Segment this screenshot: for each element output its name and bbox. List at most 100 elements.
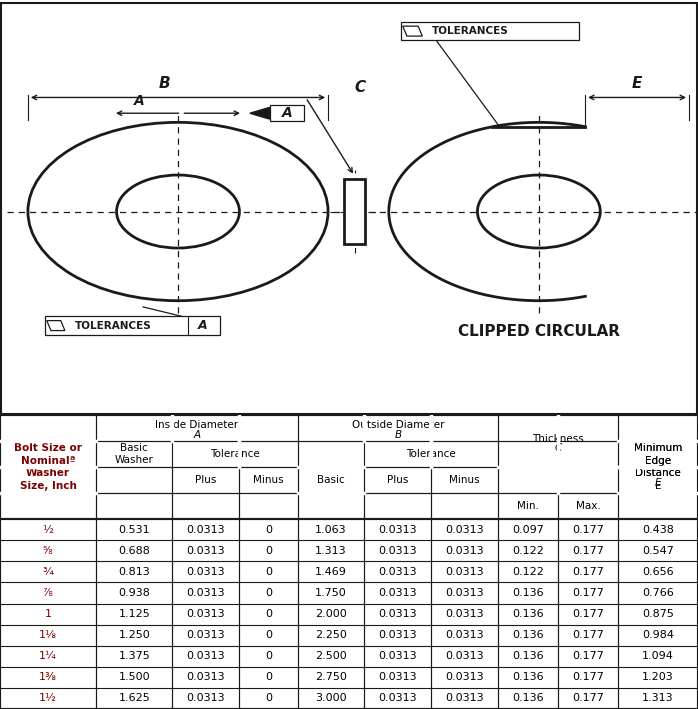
Text: B: B xyxy=(394,430,401,440)
Text: 0.0313: 0.0313 xyxy=(378,525,417,535)
Text: 1.313: 1.313 xyxy=(315,546,347,556)
FancyBboxPatch shape xyxy=(270,106,304,121)
Text: 0.0313: 0.0313 xyxy=(186,525,225,535)
Text: C: C xyxy=(355,79,366,94)
Text: 0.0313: 0.0313 xyxy=(378,693,417,703)
Text: 0.0313: 0.0313 xyxy=(186,546,225,556)
Text: 0.136: 0.136 xyxy=(512,588,544,598)
Text: Plus: Plus xyxy=(387,475,408,485)
Polygon shape xyxy=(250,108,269,119)
Text: 0.177: 0.177 xyxy=(572,609,604,619)
Text: 0.0313: 0.0313 xyxy=(378,672,417,682)
Text: 0: 0 xyxy=(265,546,272,556)
Text: 2.750: 2.750 xyxy=(315,672,347,682)
Text: 0.0313: 0.0313 xyxy=(186,567,225,577)
Text: 0.122: 0.122 xyxy=(512,546,544,556)
Text: 0.0313: 0.0313 xyxy=(445,630,484,640)
Text: 0: 0 xyxy=(265,652,272,661)
Text: 0.0313: 0.0313 xyxy=(378,588,417,598)
Text: 0: 0 xyxy=(265,525,272,535)
Text: 0.136: 0.136 xyxy=(512,652,544,661)
Text: TOLERANCES: TOLERANCES xyxy=(75,320,151,330)
Text: 0.177: 0.177 xyxy=(572,672,604,682)
Text: 0.0313: 0.0313 xyxy=(378,609,417,619)
Text: 0.177: 0.177 xyxy=(572,525,604,535)
Text: 0: 0 xyxy=(265,693,272,703)
Text: 0.122: 0.122 xyxy=(512,567,544,577)
Text: Tolerance: Tolerance xyxy=(406,449,456,459)
Text: Plus: Plus xyxy=(195,475,216,485)
Text: 0.0313: 0.0313 xyxy=(445,588,484,598)
Text: 1.250: 1.250 xyxy=(119,630,150,640)
Text: 1½: 1½ xyxy=(39,693,57,703)
Text: 0: 0 xyxy=(265,630,272,640)
Text: 0.766: 0.766 xyxy=(642,588,674,598)
Text: 1.500: 1.500 xyxy=(119,672,150,682)
Text: 0.0313: 0.0313 xyxy=(445,546,484,556)
Text: 0.0313: 0.0313 xyxy=(186,672,225,682)
Text: 0.0313: 0.0313 xyxy=(378,630,417,640)
Text: 1.625: 1.625 xyxy=(119,693,150,703)
Text: 0.938: 0.938 xyxy=(118,588,150,598)
Text: 0.438: 0.438 xyxy=(642,525,674,535)
Text: 1.125: 1.125 xyxy=(119,609,150,619)
Text: Bolt Size or
Nominalª
Washer
Size, Inch: Bolt Size or Nominalª Washer Size, Inch xyxy=(14,443,82,491)
Text: 0: 0 xyxy=(265,672,272,682)
Bar xyxy=(401,22,579,40)
Text: Basic: Basic xyxy=(317,475,345,485)
Text: A: A xyxy=(281,106,292,121)
Text: 0.177: 0.177 xyxy=(572,546,604,556)
Text: 0.984: 0.984 xyxy=(642,630,674,640)
Text: 1.094: 1.094 xyxy=(642,652,674,661)
Text: 0: 0 xyxy=(265,609,272,619)
Text: 1.063: 1.063 xyxy=(315,525,347,535)
Text: 0.813: 0.813 xyxy=(119,567,150,577)
Text: 0.688: 0.688 xyxy=(118,546,150,556)
Text: E: E xyxy=(655,478,662,489)
Text: 0.0313: 0.0313 xyxy=(186,693,225,703)
Text: 1.375: 1.375 xyxy=(119,652,150,661)
Bar xyxy=(344,179,365,244)
Text: C: C xyxy=(554,443,562,453)
Text: 0.0313: 0.0313 xyxy=(445,672,484,682)
Text: 1.313: 1.313 xyxy=(642,693,674,703)
Text: 1.750: 1.750 xyxy=(315,588,347,598)
Text: Minimum
Edge
Distance: Minimum Edge Distance xyxy=(634,443,683,491)
Text: A: A xyxy=(134,94,145,108)
Text: 2.250: 2.250 xyxy=(315,630,347,640)
Text: 0.0313: 0.0313 xyxy=(186,609,225,619)
Text: 3.000: 3.000 xyxy=(315,693,347,703)
Text: 0.177: 0.177 xyxy=(572,693,604,703)
Text: B: B xyxy=(158,77,170,91)
Text: 1.469: 1.469 xyxy=(315,567,347,577)
Text: 0: 0 xyxy=(265,588,272,598)
Text: Minimum
Edge
Distance
E: Minimum Edge Distance E xyxy=(634,443,683,491)
Text: Tolerance: Tolerance xyxy=(210,449,260,459)
Text: Basic
Washer: Basic Washer xyxy=(114,442,154,465)
Text: 0.0313: 0.0313 xyxy=(186,588,225,598)
Text: Thickness: Thickness xyxy=(532,433,584,444)
Text: 0.656: 0.656 xyxy=(642,567,674,577)
Text: 0.875: 0.875 xyxy=(642,609,674,619)
Text: Max.: Max. xyxy=(576,501,600,511)
Text: ½: ½ xyxy=(43,525,54,535)
Text: 0.177: 0.177 xyxy=(572,652,604,661)
Text: 0.136: 0.136 xyxy=(512,693,544,703)
Text: ⁵⁄₈: ⁵⁄₈ xyxy=(43,546,53,556)
Text: 0.136: 0.136 xyxy=(512,630,544,640)
Text: CIRCULAR: CIRCULAR xyxy=(135,323,221,338)
Text: Minus: Minus xyxy=(253,475,284,485)
Text: 0.531: 0.531 xyxy=(119,525,150,535)
Text: CLIPPED CIRCULAR: CLIPPED CIRCULAR xyxy=(458,323,620,338)
Text: 1¼: 1¼ xyxy=(39,652,57,661)
Text: 1.203: 1.203 xyxy=(642,672,674,682)
Text: Inside Diameter: Inside Diameter xyxy=(156,420,239,430)
Text: 1: 1 xyxy=(45,609,52,619)
Text: 0.0313: 0.0313 xyxy=(186,652,225,661)
Text: 0.0313: 0.0313 xyxy=(378,546,417,556)
Text: 0.0313: 0.0313 xyxy=(378,652,417,661)
Text: 2.000: 2.000 xyxy=(315,609,347,619)
Text: E: E xyxy=(632,77,642,91)
Text: 1⅛: 1⅛ xyxy=(39,630,57,640)
Text: 0.177: 0.177 xyxy=(572,630,604,640)
